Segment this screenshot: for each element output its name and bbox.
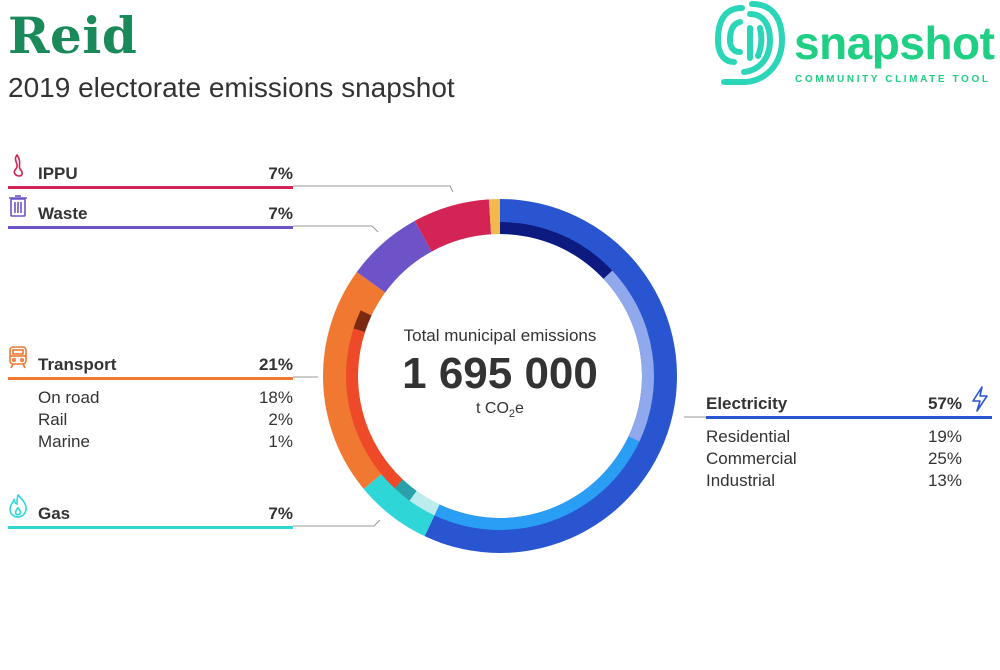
legend-electricity-header: Electricity 57% [706, 386, 992, 419]
legend-waste: Waste 7% [8, 195, 293, 229]
donut-segment-residential [603, 270, 654, 442]
legend-gas: Gas 7% [8, 494, 293, 529]
leader-line-ippu [293, 185, 454, 193]
legend-electricity-subrow: Industrial 13% [706, 469, 992, 491]
page-subtitle: 2019 electorate emissions snapshot [8, 72, 455, 103]
legend-waste-header: Waste 7% [8, 195, 293, 229]
donut-segment-gas-sub-segment-2 [394, 479, 417, 501]
leader-line-gas [293, 519, 381, 527]
legend-electricity-subrow: Residential 19% [706, 425, 992, 447]
legend-sub-label: Rail [38, 410, 68, 429]
legend-transport-subrow: On road 18% [8, 386, 293, 408]
donut-segment-rail [353, 310, 372, 333]
page-title: Reid [8, 6, 138, 65]
legend-transport-subrow: Rail 2% [8, 408, 293, 430]
legend-ippu-label: IPPU [38, 164, 78, 183]
legend-sub-label: Commercial [706, 449, 797, 468]
snapshot-logo: snapshot COMMUNITY CLIMATE TOOL [712, 0, 1000, 90]
legend-sub-pct: 2% [268, 410, 293, 429]
logo-tagline: COMMUNITY CLIMATE TOOL [795, 74, 991, 85]
donut-segment-on-road [346, 328, 403, 489]
inner-ring [346, 222, 654, 530]
legend-sub-pct: 13% [927, 471, 962, 490]
total-emissions-unit: t CO2e [476, 400, 524, 421]
legend-gas-pct: 7% [268, 504, 293, 523]
flame-wisp-icon [13, 154, 23, 177]
legend-transport-pct: 21% [258, 355, 293, 374]
legend-waste-pct: 7% [268, 204, 293, 223]
donut-segment-commercial [434, 436, 640, 530]
legend-transport-label: Transport [38, 355, 117, 374]
legend-sub-label: Marine [38, 432, 90, 451]
legend-electricity-subrow: Commercial 25% [706, 447, 992, 469]
fingerprint-logo-icon [714, 1, 786, 85]
legend-waste-label: Waste [38, 204, 88, 223]
legend-sub-label: On road [38, 388, 100, 407]
legend-transport-subrow: Marine 1% [8, 430, 293, 452]
legend-transport: Transport 21% On road 18% Rail 2% Marine… [8, 346, 293, 452]
legend-sub-label: Industrial [706, 471, 775, 490]
legend-gas-header: Gas 7% [8, 494, 293, 529]
donut-segment-ippu [414, 199, 492, 252]
legend-sub-pct: 1% [268, 432, 293, 451]
donut-segment-industrial [500, 222, 613, 279]
total-emissions-label: Total municipal emissions [403, 326, 597, 345]
lightning-icon [972, 386, 988, 412]
donut-segment-gas [363, 466, 440, 537]
gas-flame-icon [9, 494, 27, 518]
legend-electricity-pct: 57% [927, 394, 962, 413]
legend-sub-pct: 25% [927, 449, 962, 468]
trash-icon [9, 195, 27, 217]
total-emissions-label-group: Total municipal emissions 1 695 000 t CO… [370, 326, 630, 420]
legend-gas-label: Gas [38, 504, 71, 523]
legend-ippu-pct: 7% [268, 164, 293, 183]
legend-sub-pct: 18% [258, 388, 293, 407]
total-emissions-value: 1 695 000 [402, 349, 598, 398]
legend-sub-pct: 19% [927, 427, 962, 446]
logo-wordmark: snapshot [794, 17, 995, 69]
legend-transport-header: Transport 21% [8, 346, 293, 380]
legend-electricity: Electricity 57% Residential 19% Commerci… [706, 386, 992, 491]
leader-line-waste [293, 225, 379, 233]
donut-segment-other [488, 199, 500, 235]
leader-lines [293, 185, 706, 527]
legend-sub-label: Residential [706, 427, 791, 446]
donut-segment-waste [356, 220, 432, 293]
legend-ippu: IPPU 7% [8, 154, 293, 189]
legend-electricity-label: Electricity [706, 394, 788, 413]
donut-segment-gas-sub-segment-1 [409, 490, 440, 516]
legend-ippu-header: IPPU 7% [8, 154, 293, 189]
train-icon [9, 346, 27, 369]
